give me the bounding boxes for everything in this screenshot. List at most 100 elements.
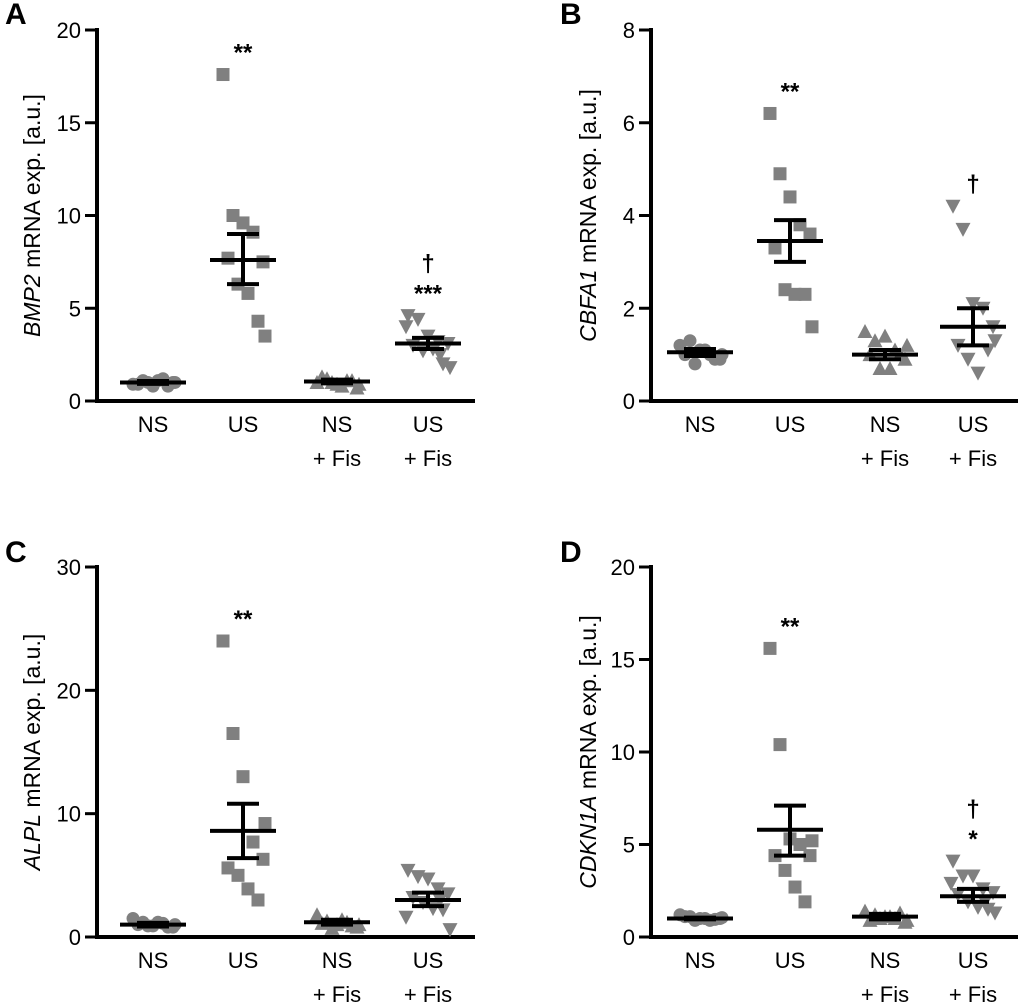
category-label: US (413, 948, 444, 973)
y-tick-label: 6 (623, 111, 635, 136)
category-label: US (958, 948, 989, 973)
significance-annotation: * (968, 826, 978, 853)
y-axis-label-gene: BMP2 (19, 274, 45, 337)
data-point (788, 287, 802, 301)
data-point (241, 286, 255, 300)
data-point (351, 376, 367, 391)
data-point (778, 863, 792, 877)
data-point (246, 835, 260, 849)
data-point (899, 337, 915, 352)
data-point (955, 222, 971, 237)
y-axis-label-gene: CBFA1 (575, 269, 601, 341)
data-point (798, 895, 812, 909)
y-tick-label: 20 (611, 555, 635, 580)
significance-annotation: *** (414, 281, 443, 308)
series-ns-fis (852, 903, 918, 929)
data-point (955, 869, 971, 884)
data-point (763, 641, 777, 655)
category-label: US (775, 412, 806, 437)
data-point (788, 880, 802, 894)
y-axis-label: CBFA1 mRNA exp. [a.u.] (575, 89, 601, 342)
data-point (773, 738, 787, 752)
y-axis-label-unit: mRNA exp. [a.u.] (19, 94, 45, 274)
data-point (221, 861, 235, 875)
data-point (965, 869, 981, 884)
y-tick-label: 10 (611, 740, 635, 765)
panel-c: C 0 10 20 30 ALPL mRNA exp. [a.u.] NS US NS + Fis… (5, 536, 475, 1003)
y-tick-label: 0 (69, 389, 81, 414)
y-axis-label-gene: CDKN1A (575, 795, 601, 888)
series-ns-fis (304, 907, 370, 935)
data-point (442, 361, 458, 376)
significance-annotation: ** (781, 613, 800, 640)
y-tick-label: 5 (623, 833, 635, 858)
y-tick-label: 2 (623, 296, 635, 321)
data-point (987, 334, 1003, 349)
data-point (778, 283, 792, 297)
y-tick-label: 8 (623, 18, 635, 43)
series-ns (667, 334, 733, 371)
series-us (757, 106, 823, 334)
data-point (783, 190, 797, 204)
data-point (256, 852, 270, 866)
data-point (960, 352, 976, 367)
y-tick-label: 10 (57, 204, 81, 229)
data-point (258, 817, 272, 831)
category-label: NS (138, 412, 169, 437)
series-us (210, 68, 276, 343)
category-label: NS (138, 948, 169, 973)
dagger-annotation: † (966, 171, 979, 198)
data-point (226, 727, 240, 740)
data-point (251, 893, 265, 907)
data-point (440, 887, 456, 902)
category-label-line2: + Fis (313, 446, 361, 471)
data-point (398, 320, 414, 335)
data-point (715, 348, 729, 362)
category-label: US (413, 412, 444, 437)
data-point (435, 357, 451, 372)
data-point (805, 320, 819, 334)
y-tick-label: 30 (57, 555, 81, 580)
data-point (857, 323, 873, 338)
data-point (442, 923, 458, 938)
data-point (334, 378, 350, 393)
y-tick-label: 5 (69, 296, 81, 321)
y-tick-label: 0 (623, 925, 635, 950)
data-point (324, 920, 340, 935)
y-tick-label: 15 (57, 111, 81, 136)
category-label: NS (685, 412, 716, 437)
series-us-fis (940, 199, 1006, 381)
data-point (216, 634, 230, 648)
significance-annotation: ** (234, 40, 253, 67)
y-tick-label: 10 (57, 802, 81, 827)
data-point (882, 361, 898, 376)
y-tick-label: 0 (69, 925, 81, 950)
y-axis-label-unit: mRNA exp. [a.u.] (19, 634, 45, 814)
data-point (763, 106, 777, 120)
data-point (236, 216, 250, 230)
panel-c-letter: C (5, 536, 27, 569)
data-point (432, 348, 448, 363)
dagger-annotation: † (966, 796, 979, 823)
series-us (757, 641, 823, 909)
data-point (872, 361, 888, 376)
y-axis-label-gene: ALPL (19, 814, 45, 872)
data-point (398, 910, 414, 925)
y-axis-label: CDKN1A mRNA exp. [a.u.] (575, 615, 601, 889)
data-point (805, 834, 819, 848)
y-axis-label: ALPL mRNA exp. [a.u.] (19, 634, 45, 873)
panel-d-letter: D (560, 536, 582, 569)
data-point (258, 329, 272, 343)
data-point (773, 167, 787, 181)
significance-annotation: ** (234, 606, 253, 633)
data-point (241, 882, 255, 896)
panel-a: A 0 5 10 15 20 BMP2 mRNA exp. [a.u.] NS US NS + Fi… (5, 0, 475, 471)
data-point (877, 328, 893, 343)
data-point (768, 241, 782, 255)
data-point (420, 872, 436, 887)
data-point (688, 357, 702, 371)
category-label: US (228, 948, 259, 973)
y-axis-label-unit: mRNA exp. [a.u.] (575, 615, 601, 795)
data-point (410, 312, 426, 327)
